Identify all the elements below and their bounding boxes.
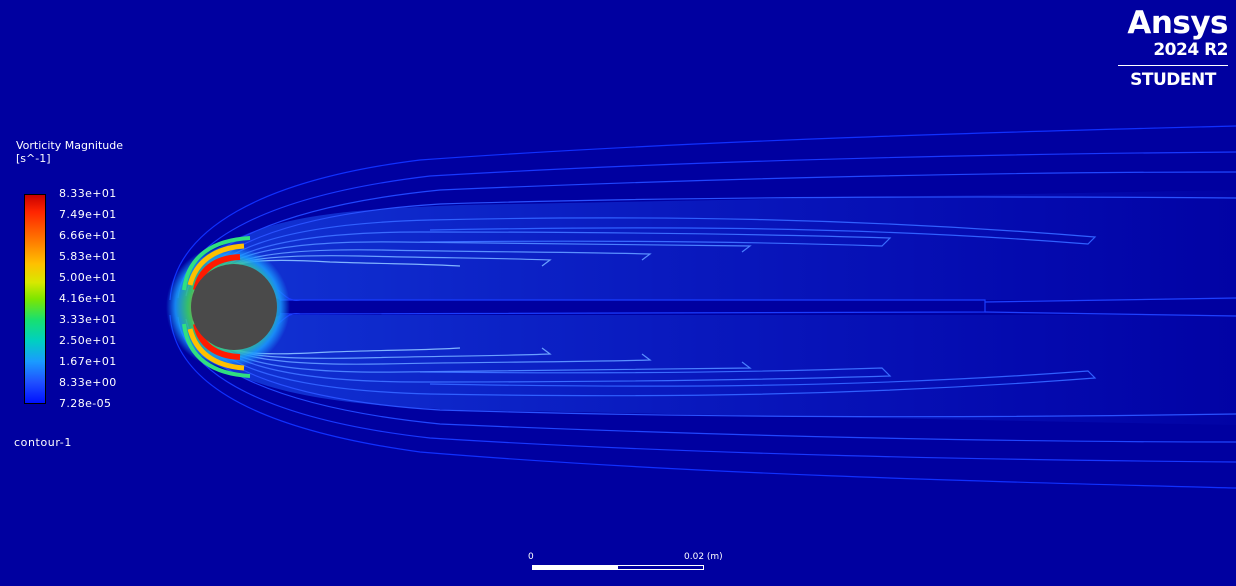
wake-shading-upper — [200, 190, 1236, 300]
legend-tick: 5.00e+01 — [59, 271, 117, 284]
scale-bar-segment — [533, 566, 618, 569]
scale-end-label: 0.02 (m) — [684, 552, 723, 562]
legend-tick: 5.83e+01 — [59, 250, 117, 263]
legend-tick: 6.66e+01 — [59, 229, 117, 242]
legend-unit: [s^-1] — [16, 152, 51, 165]
cylinder-body[interactable] — [191, 264, 277, 350]
legend-tick: 8.33e+00 — [59, 376, 117, 389]
legend-title: Vorticity Magnitude — [16, 139, 123, 152]
legend-tick: 7.28e-05 — [59, 397, 112, 410]
colormap-bar[interactable] — [24, 194, 46, 404]
legend-tick: 2.50e+01 — [59, 334, 117, 347]
ansys-logo: Ansys 2024 R2 STUDENT — [1118, 5, 1229, 90]
legend-tick: 7.49e+01 — [59, 208, 117, 221]
brand-version: 2024 R2 — [1153, 40, 1228, 60]
contour-name: contour-1 — [14, 436, 72, 449]
wake-shading-lower — [200, 315, 1236, 425]
scale-start-label: 0 — [528, 552, 534, 562]
legend-tick: 1.67e+01 — [59, 355, 117, 368]
legend-tick: 4.16e+01 — [59, 292, 117, 305]
legend-tick: 8.33e+01 — [59, 187, 117, 200]
brand-edition: STUDENT — [1130, 70, 1216, 90]
scale-bar — [532, 565, 704, 570]
brand-divider — [1118, 65, 1228, 66]
legend-tick: 3.33e+01 — [59, 313, 117, 326]
brand-name: Ansys — [1127, 5, 1228, 41]
